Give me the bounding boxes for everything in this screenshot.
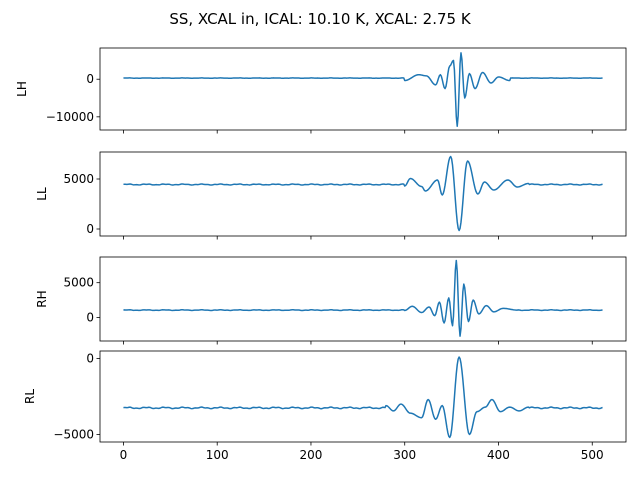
axes-frame-rh (99, 256, 627, 342)
y-tick-label: 5000 (63, 172, 94, 186)
y-axis-label-rl: RL (23, 389, 37, 404)
y-axis-label-lh: LH (15, 81, 29, 97)
panels: 0 −10000 LH 5000 0 LL 5000 0 RH 0 −5000 0 100 200 300 4… (15, 47, 627, 462)
panel-lh: 0 −10000 LH (15, 47, 627, 134)
x-tick-label: 500 (581, 448, 604, 462)
panel-ll: 5000 0 LL (35, 151, 627, 240)
y-tick-label: 0 (86, 72, 94, 86)
y-tick-label: −10000 (46, 110, 94, 124)
axes-frame-rl (99, 350, 627, 443)
series-line-ll (123, 155, 603, 232)
panel-rh: 5000 0 RH (35, 256, 627, 345)
series-line-rh (123, 259, 603, 337)
y-axis-label-ll: LL (35, 187, 49, 201)
y-tick-label: 0 (86, 222, 94, 236)
y-tick-label: −5000 (53, 427, 94, 441)
y-tick-label: 0 (86, 310, 94, 324)
panel-rl: 0 −5000 0 100 200 300 400 500 RL (23, 350, 627, 462)
series-line-rl (123, 356, 603, 439)
x-tick-label: 100 (206, 448, 229, 462)
x-tick-label: 400 (487, 448, 510, 462)
y-axis-label-rh: RH (35, 290, 49, 307)
x-tick-label: 0 (120, 448, 128, 462)
y-tick-label: 5000 (63, 276, 94, 290)
y-tick-label: 0 (86, 352, 94, 366)
x-tick-label: 200 (300, 448, 323, 462)
axes-frame-lh (99, 47, 627, 131)
series-line-lh (123, 52, 603, 127)
x-tick-label: 300 (393, 448, 416, 462)
axes-frame-ll (99, 151, 627, 237)
chart-title: SS, XCAL in, ICAL: 10.10 K, XCAL: 2.75 K (169, 10, 472, 28)
